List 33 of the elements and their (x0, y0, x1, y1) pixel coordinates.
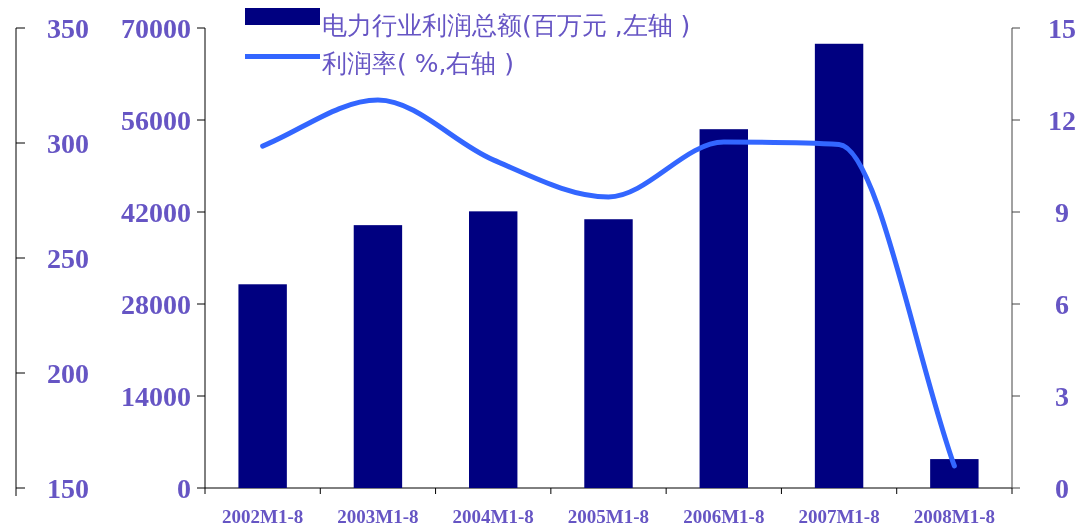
bar (930, 459, 979, 488)
bar (238, 284, 287, 488)
y-tick-label: 56000 (121, 105, 191, 136)
y3-tick-label: 250 (47, 243, 89, 274)
bar (699, 129, 748, 488)
legend-label: 电力行业利润总额(百万元 ,左轴 ) (322, 11, 691, 40)
x-tick-label: 2002M1-8 (222, 506, 304, 527)
y-tick-label: 14000 (121, 381, 191, 412)
y-tick-label: 28000 (121, 289, 191, 320)
y2-tick-label: 15 (1048, 13, 1076, 44)
x-tick-label: 2007M1-8 (798, 506, 880, 527)
y3-tick-label: 200 (47, 358, 89, 389)
bar (584, 219, 633, 488)
y2-tick-label: 6 (1055, 289, 1069, 320)
y-tick-label: 0 (177, 473, 191, 504)
y3-tick-label: 300 (47, 128, 89, 159)
y3-tick-label: 350 (47, 13, 89, 44)
x-tick-label: 2004M1-8 (452, 506, 534, 527)
bar (469, 211, 518, 488)
y2-tick-label: 12 (1048, 105, 1076, 136)
y2-tick-label: 0 (1055, 473, 1069, 504)
x-tick-label: 2008M1-8 (913, 506, 995, 527)
bar (814, 43, 864, 488)
y2-tick-label: 9 (1055, 197, 1069, 228)
bar (353, 225, 403, 488)
y3-tick-label: 150 (47, 473, 89, 504)
x-tick-label: 2005M1-8 (567, 506, 650, 527)
x-tick-label: 2003M1-8 (337, 506, 419, 527)
y2-tick-label: 3 (1055, 381, 1069, 412)
y-tick-label: 70000 (121, 13, 191, 44)
legend-label: 利润率( %,右轴 ) (322, 49, 515, 78)
y-tick-label: 42000 (121, 197, 191, 228)
x-tick-label: 2006M1-8 (683, 506, 765, 527)
